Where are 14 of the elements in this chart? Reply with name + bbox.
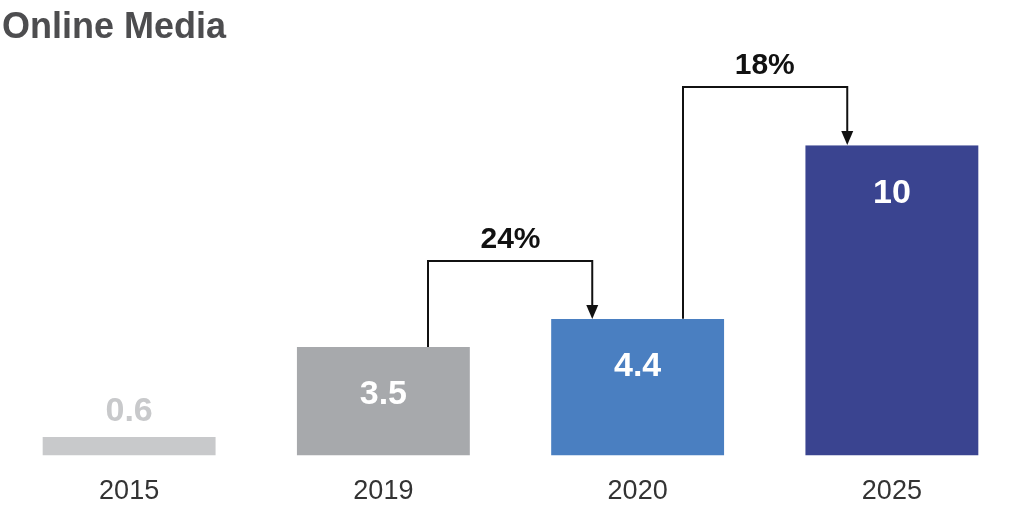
bar [42, 436, 216, 456]
data-label: 4.4 [613, 345, 662, 384]
bar [551, 319, 725, 456]
bar [805, 145, 979, 456]
annotation: 24% [480, 221, 541, 255]
x-tick-label: 2025 [861, 475, 922, 506]
bar [296, 346, 470, 456]
data-label: 10 [872, 171, 911, 210]
chart-title: Online Media [2, 4, 228, 46]
x-tick-label: 2020 [607, 475, 668, 506]
x-tick-label: 2019 [353, 475, 414, 506]
x-tick-label: 2015 [99, 475, 160, 506]
data-label: 3.5 [359, 373, 408, 412]
text: 18% [734, 47, 795, 81]
